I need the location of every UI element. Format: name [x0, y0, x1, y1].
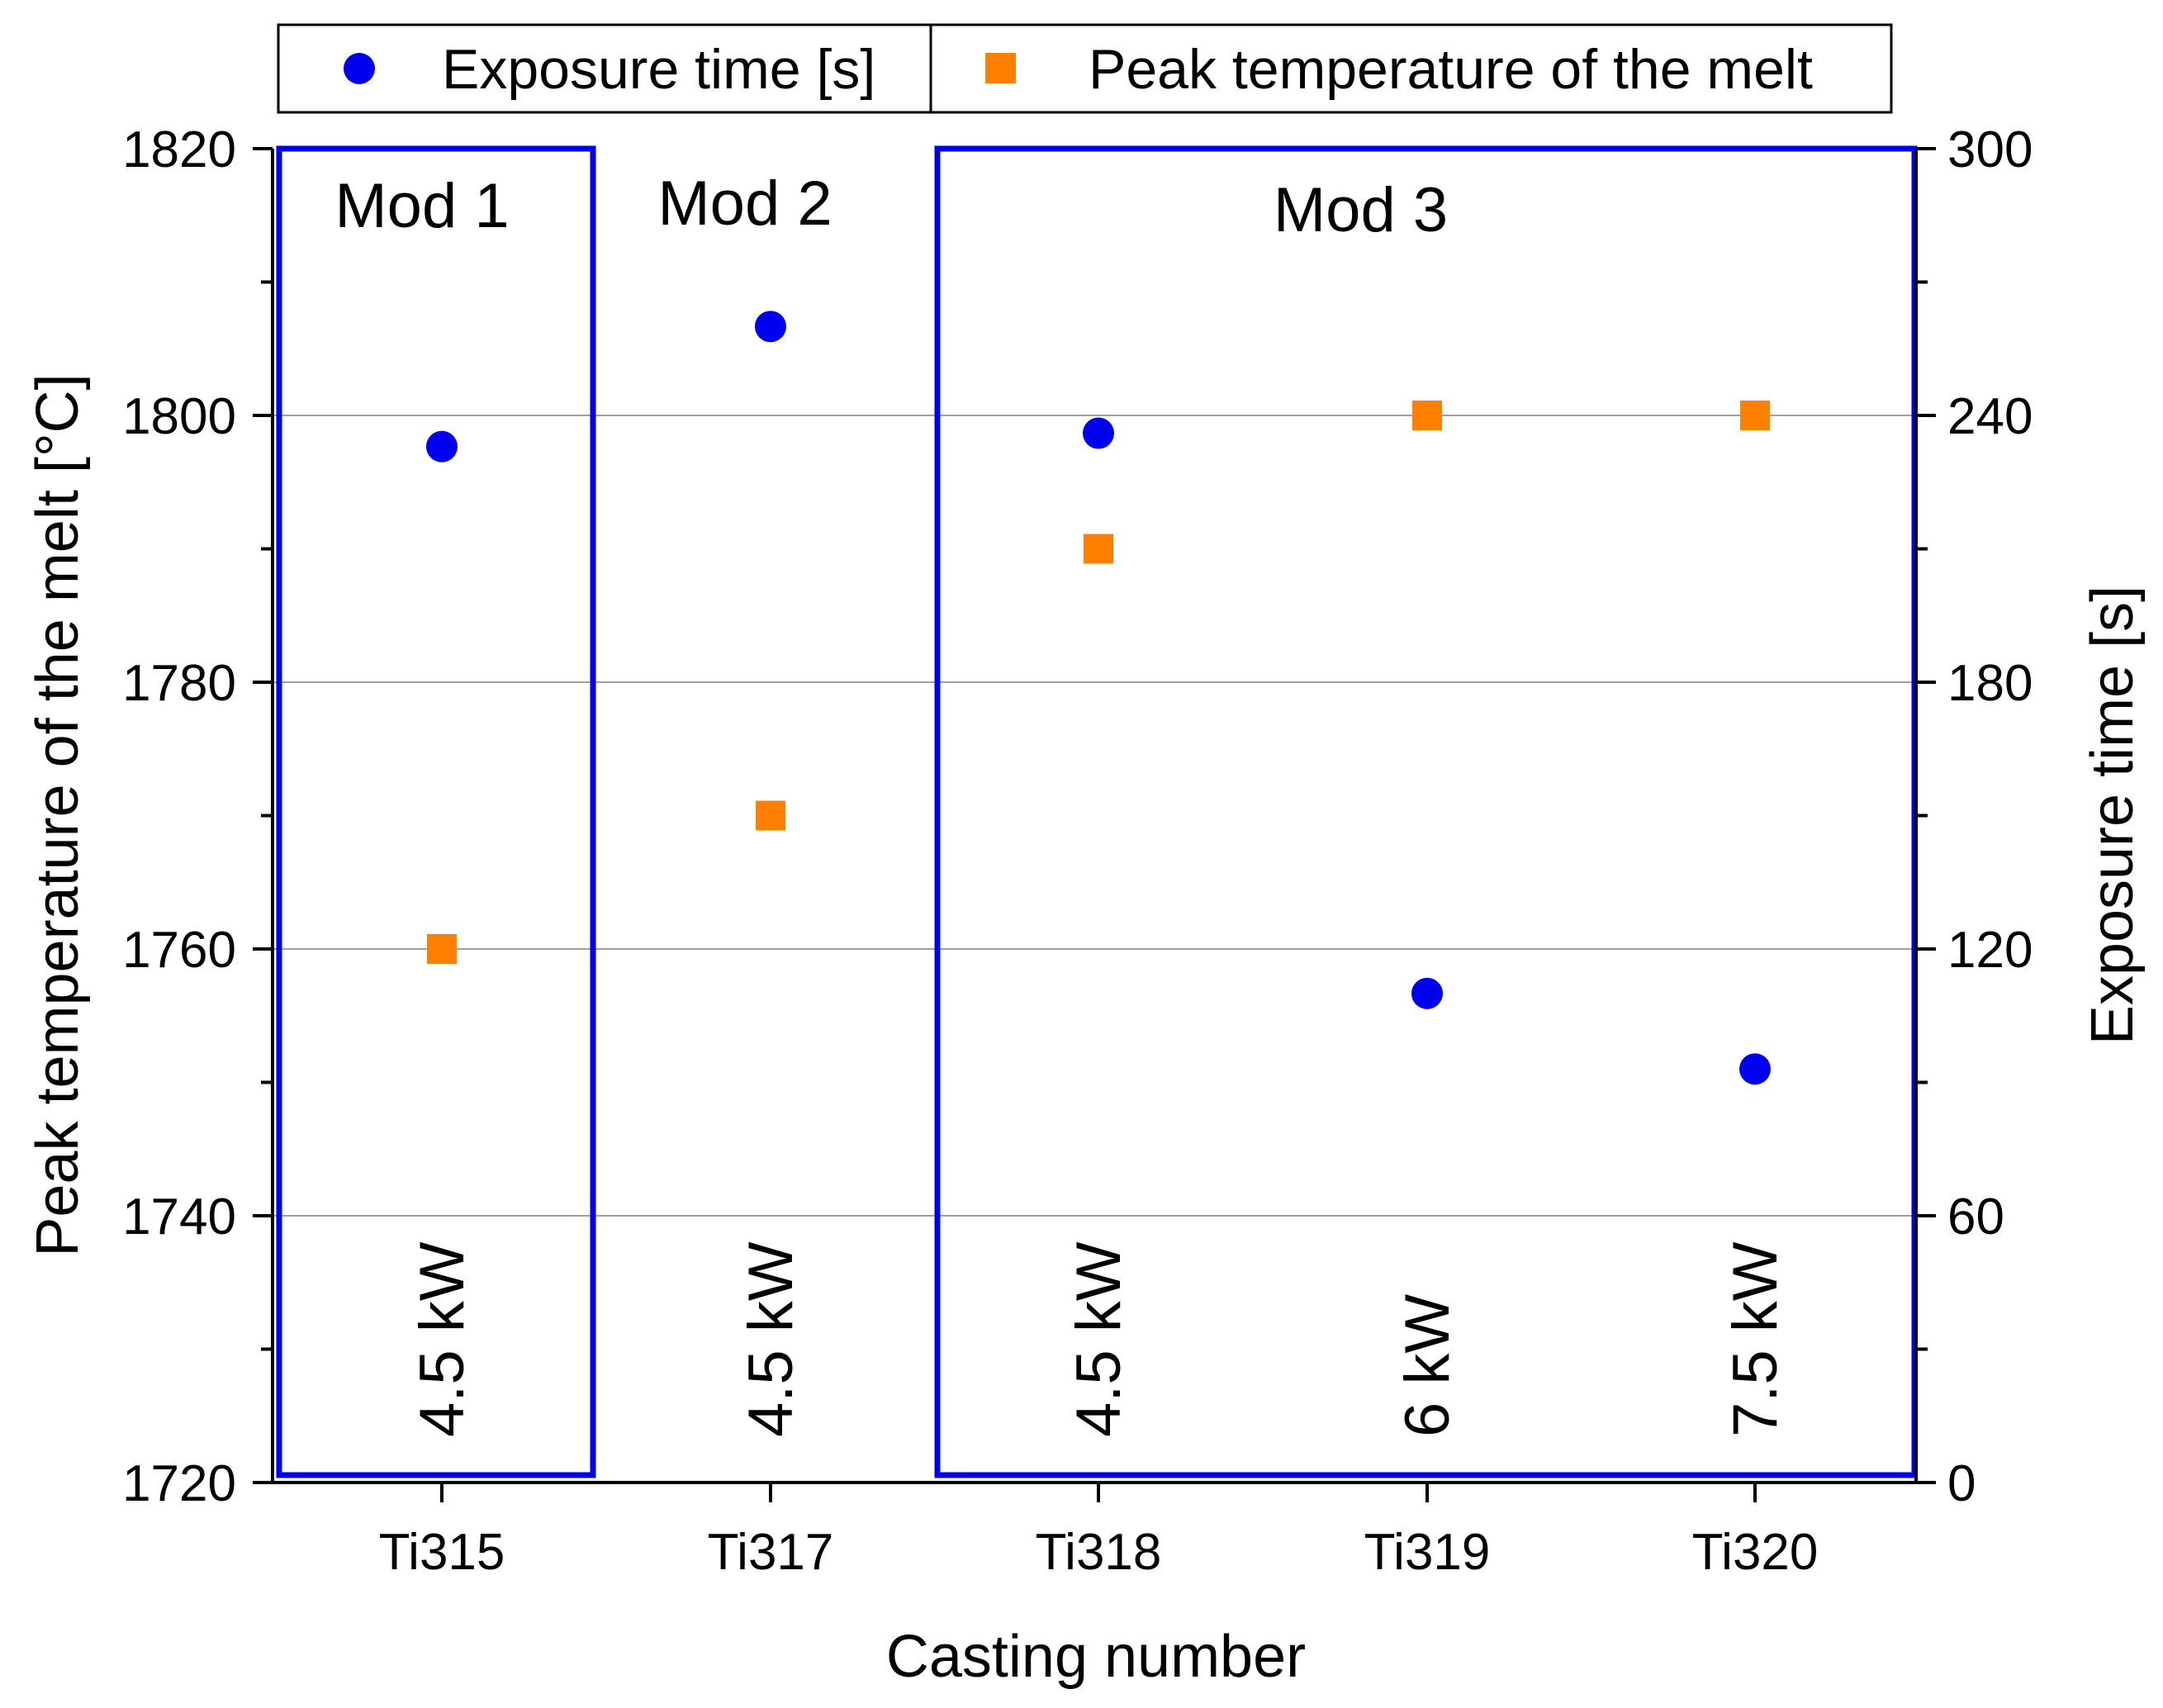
right-tick-label: 240 — [1947, 388, 2033, 445]
exposure-time-circle — [1411, 977, 1443, 1009]
exposure-time-circle — [426, 430, 458, 463]
right-tick-label: 60 — [1947, 1188, 2004, 1245]
power-label: 4.5 kW — [1064, 1241, 1134, 1437]
power-label: 7.5 kW — [1720, 1241, 1791, 1437]
group-boxes: Mod 1 Mod 2 Mod 3 — [276, 145, 1918, 1478]
group-box — [276, 145, 596, 1478]
x-axis-label: Casting number — [886, 1624, 1306, 1690]
exposure-time-circle — [1083, 417, 1114, 449]
x-tick-label: Ti320 — [1692, 1524, 1819, 1581]
legend-label-peak-temp: Peak temperature of the melt — [1089, 38, 1813, 101]
exposure-time-circle — [1739, 1053, 1771, 1085]
left-axis-ticks: 1720 1740 1760 1780 1800 1820 — [122, 121, 273, 1512]
left-tick-label: 1740 — [122, 1188, 236, 1245]
legend-label-exposure: Exposure time [s] — [442, 38, 875, 101]
right-tick-label: 300 — [1947, 121, 2033, 178]
right-axis-ticks: 0 60 120 180 240 300 — [1916, 121, 2033, 1512]
legend-marker-circle — [344, 53, 375, 84]
gridlines — [273, 415, 1916, 1217]
left-tick-label: 1820 — [122, 121, 236, 178]
left-tick-label: 1760 — [122, 922, 236, 979]
y2-axis-label: Exposure time [s] — [2080, 586, 2146, 1045]
power-labels: 4.5 kW 4.5 kW 4.5 kW 6 kW 7.5 kW — [407, 1241, 1791, 1437]
power-label: 6 kW — [1392, 1294, 1463, 1437]
right-tick-label: 180 — [1947, 655, 2033, 712]
left-tick-label: 1720 — [122, 1455, 236, 1512]
legend-marker-square — [985, 53, 1016, 83]
legend: Exposure time [s] Peak temperature of th… — [277, 23, 1893, 114]
power-label: 4.5 kW — [736, 1241, 806, 1437]
peak-temperature-square — [1740, 401, 1770, 430]
x-tick-label: Ti319 — [1364, 1524, 1491, 1581]
right-tick-label: 0 — [1947, 1455, 1976, 1512]
peak-temperature-square — [427, 934, 457, 964]
peak-temperature-square — [756, 800, 785, 831]
group-label: Mod 3 — [1274, 175, 1448, 245]
legend-box-peak-temp — [929, 23, 1893, 114]
x-axis-ticks: Ti315 Ti317 Ti318 Ti319 Ti320 — [379, 1483, 1819, 1581]
group-label: Mod 1 — [334, 171, 509, 241]
x-tick-label: Ti317 — [708, 1524, 834, 1581]
left-tick-label: 1780 — [122, 655, 236, 712]
right-tick-label: 120 — [1947, 922, 2033, 979]
x-tick-label: Ti315 — [379, 1524, 505, 1581]
x-tick-label: Ti318 — [1036, 1524, 1162, 1581]
peak-temperature-square — [1084, 534, 1113, 564]
data-marks — [426, 311, 1771, 1085]
y-axis-label: Peak temperature of the melt [°C] — [25, 373, 91, 1256]
peak-temperature-square — [1412, 401, 1442, 430]
left-tick-label: 1800 — [122, 388, 236, 445]
power-label: 4.5 kW — [407, 1241, 477, 1437]
exposure-time-circle — [755, 311, 786, 343]
group-label: Mod 2 — [657, 168, 832, 239]
